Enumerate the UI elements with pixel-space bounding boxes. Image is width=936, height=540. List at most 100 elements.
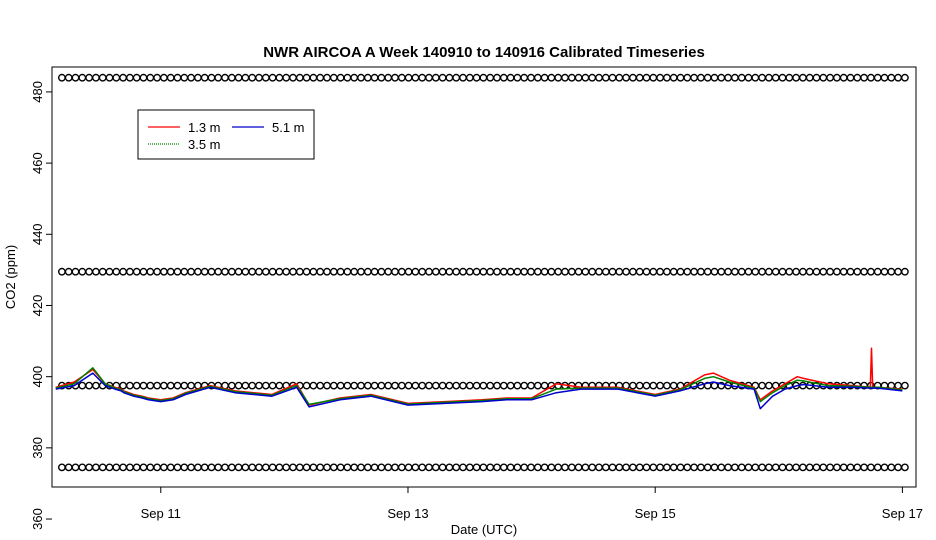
reference-point xyxy=(731,73,739,82)
reference-point xyxy=(588,463,597,472)
reference-point xyxy=(819,267,828,276)
reference-point xyxy=(397,73,406,82)
reference-point xyxy=(431,463,440,472)
reference-point xyxy=(527,463,535,472)
reference-point xyxy=(486,381,495,390)
reference-point xyxy=(411,463,420,472)
reference-point xyxy=(357,73,365,82)
reference-point xyxy=(78,267,87,276)
reference-point xyxy=(241,463,250,472)
reference-point xyxy=(493,463,501,472)
reference-point xyxy=(656,463,664,472)
reference-point xyxy=(867,267,875,276)
reference-point xyxy=(799,463,807,472)
reference-point xyxy=(506,267,515,276)
reference-point xyxy=(58,463,66,472)
reference-point xyxy=(261,73,270,82)
reference-point xyxy=(357,463,365,472)
reference-point xyxy=(567,463,576,472)
x-axis-label: Date (UTC) xyxy=(451,522,517,537)
reference-point xyxy=(887,463,896,472)
reference-point xyxy=(595,267,603,276)
reference-point xyxy=(255,463,263,472)
reference-point xyxy=(173,381,182,390)
reference-point xyxy=(860,267,868,276)
reference-point xyxy=(350,73,359,82)
reference-point xyxy=(418,73,427,82)
reference-point xyxy=(765,73,773,82)
reference-point xyxy=(867,73,875,82)
reference-point xyxy=(846,73,855,82)
reference-point xyxy=(880,73,889,82)
reference-point xyxy=(581,73,590,82)
reference-point xyxy=(309,73,318,82)
reference-point xyxy=(187,463,196,472)
reference-point xyxy=(839,73,848,82)
reference-point xyxy=(180,381,189,390)
reference-point xyxy=(527,381,535,390)
reference-point xyxy=(323,463,331,472)
reference-point xyxy=(445,381,454,390)
reference-point xyxy=(336,267,345,276)
reference-point xyxy=(227,463,236,472)
reference-point xyxy=(329,381,338,390)
reference-point xyxy=(431,267,440,276)
reference-point xyxy=(527,267,535,276)
reference-point xyxy=(146,73,155,82)
reference-point xyxy=(452,463,461,472)
reference-point xyxy=(418,267,427,276)
reference-point xyxy=(873,267,882,276)
reference-point xyxy=(833,73,841,82)
reference-point xyxy=(459,73,467,82)
reference-point xyxy=(778,73,787,82)
reference-point xyxy=(438,73,447,82)
reference-point xyxy=(758,381,766,390)
reference-point xyxy=(751,267,760,276)
reference-point xyxy=(180,73,189,82)
reference-point xyxy=(193,267,202,276)
reference-point xyxy=(513,381,522,390)
reference-point xyxy=(554,267,563,276)
reference-point xyxy=(588,267,597,276)
reference-point xyxy=(595,73,603,82)
reference-point xyxy=(343,267,352,276)
reference-point xyxy=(139,463,148,472)
reference-point xyxy=(98,463,107,472)
reference-point xyxy=(751,463,760,472)
reference-point xyxy=(459,463,467,472)
reference-point xyxy=(363,267,372,276)
reference-point xyxy=(275,73,284,82)
reference-point xyxy=(894,381,902,390)
reference-point xyxy=(785,73,794,82)
reference-point xyxy=(329,267,338,276)
reference-point xyxy=(629,267,637,276)
reference-point xyxy=(758,267,766,276)
reference-point xyxy=(302,381,311,390)
reference-point xyxy=(697,267,705,276)
reference-point xyxy=(411,267,420,276)
reference-point xyxy=(64,463,73,472)
reference-point xyxy=(493,267,501,276)
reference-point xyxy=(901,463,909,472)
reference-point xyxy=(316,381,325,390)
reference-point xyxy=(132,463,141,472)
reference-point xyxy=(370,267,379,276)
y-tick-label: 480 xyxy=(30,81,45,103)
reference-point xyxy=(78,463,87,472)
reference-point xyxy=(608,267,617,276)
reference-point xyxy=(493,73,501,82)
reference-point xyxy=(459,267,467,276)
reference-point xyxy=(683,73,692,82)
reference-point xyxy=(826,267,834,276)
reference-point xyxy=(98,267,107,276)
y-axis-label: CO2 (ppm) xyxy=(3,245,18,309)
reference-point xyxy=(302,267,311,276)
reference-point xyxy=(404,463,413,472)
y-tick-label: 420 xyxy=(30,295,45,317)
reference-point xyxy=(425,267,433,276)
reference-point xyxy=(418,463,427,472)
reference-point xyxy=(425,463,433,472)
reference-point xyxy=(758,463,766,472)
y-tick-label: 360 xyxy=(30,508,45,530)
